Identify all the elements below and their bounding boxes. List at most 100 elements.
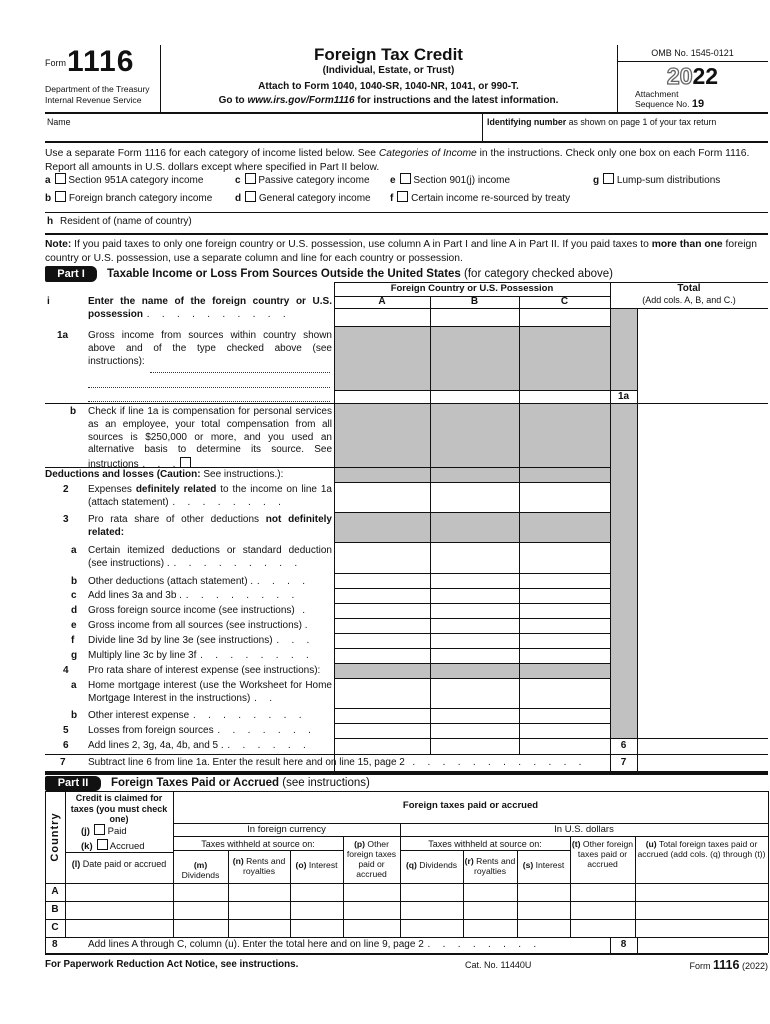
- write-in-dotted-rule[interactable]: [88, 400, 330, 402]
- p1-line-i-colC-cell[interactable]: [519, 308, 610, 326]
- p1-line-3c-colB-cell[interactable]: [430, 588, 519, 603]
- p2-row-A-col-p-cell[interactable]: [343, 883, 400, 901]
- p1-line-4b-colA-cell[interactable]: [334, 708, 430, 723]
- p2-row-B-col-p-cell[interactable]: [343, 901, 400, 919]
- p2-row-C-col-o-cell[interactable]: [290, 919, 343, 937]
- category-f-checkbox[interactable]: [397, 191, 409, 202]
- name-field[interactable]: Name: [45, 114, 480, 140]
- p2-row-B-col-m-cell[interactable]: [173, 901, 228, 919]
- category-b-checkbox[interactable]: [55, 191, 67, 202]
- p2-row-C-col-n-cell[interactable]: [228, 919, 290, 937]
- p2-row-B-col-n-cell[interactable]: [228, 901, 290, 919]
- p1-line-3g-colC-cell[interactable]: [519, 648, 610, 663]
- p1-line-4a-colB-cell[interactable]: [430, 678, 519, 708]
- p2-row-C-col-q-cell[interactable]: [400, 919, 463, 937]
- p2-row-A-col-s-cell[interactable]: [517, 883, 570, 901]
- p1-line-3f-colB-cell[interactable]: [430, 633, 519, 648]
- p2-row-B-label: B: [51, 904, 59, 915]
- p1-line-i-colA-cell[interactable]: [334, 308, 430, 326]
- p2-row-A-col-r-cell[interactable]: [463, 883, 517, 901]
- p2-row-B-col-s-cell[interactable]: [517, 901, 570, 919]
- category-e-checkbox[interactable]: [399, 173, 411, 184]
- credit-paid-checkbox[interactable]: [93, 824, 105, 835]
- p1-line-i-colB-cell[interactable]: [430, 308, 519, 326]
- col-header-t: (t) Other foreign taxes paid or accrued: [571, 839, 634, 869]
- p1-line-3e-colC-cell[interactable]: [519, 618, 610, 633]
- p2-row-A-col-u-cell[interactable]: [635, 883, 768, 901]
- p1-line-7-total-cell[interactable]: [637, 754, 768, 771]
- p1-line-3b-colC-cell[interactable]: [519, 573, 610, 588]
- p1-line-2-colC-cell[interactable]: [519, 482, 610, 512]
- col-header-u: (u) Total foreign taxes paid or accrued …: [637, 839, 766, 859]
- p2-row-C-col-l-cell[interactable]: [65, 919, 173, 937]
- part2-title-bold: Foreign Taxes Paid or Accrued: [111, 777, 280, 789]
- p2-line8-total-cell[interactable]: [637, 937, 768, 953]
- identifying-number-field[interactable]: Identifying number as shown on page 1 of…: [487, 114, 768, 140]
- credit-accrued-checkbox[interactable]: [96, 839, 108, 850]
- p1-line-1b-checkbox[interactable]: [180, 457, 192, 469]
- divider: [430, 296, 431, 754]
- p1-line-1a-total-cell[interactable]: [637, 390, 768, 403]
- p2-row-C-col-t-cell[interactable]: [570, 919, 635, 937]
- footer-form-number: 1116: [713, 958, 740, 972]
- p1-line-3e-colB-cell[interactable]: [430, 618, 519, 633]
- p2-row-A-col-o-cell[interactable]: [290, 883, 343, 901]
- p2-row-B-col-l-cell[interactable]: [65, 901, 173, 919]
- resident-row[interactable]: h Resident of (name of country): [45, 214, 768, 232]
- p1-line-3b-colA-cell[interactable]: [334, 573, 430, 588]
- p1-line-3a-colA-cell[interactable]: [334, 542, 430, 573]
- write-in-dotted-rule[interactable]: [150, 371, 330, 373]
- p1-line-2-colA-cell[interactable]: [334, 482, 430, 512]
- p2-row-A-col-l-cell[interactable]: [65, 883, 173, 901]
- p1-line-2-colB-cell[interactable]: [430, 482, 519, 512]
- p2-row-C-col-s-cell[interactable]: [517, 919, 570, 937]
- category-a-checkbox[interactable]: [54, 173, 66, 184]
- p1-line-4b-colB-cell[interactable]: [430, 708, 519, 723]
- p1-line-3g-colB-cell[interactable]: [430, 648, 519, 663]
- p1-line-3e-colA-cell[interactable]: [334, 618, 430, 633]
- p1-line-6-total-cell[interactable]: [637, 738, 768, 754]
- p2-row-B-col-o-cell[interactable]: [290, 901, 343, 919]
- p1-line-6-colA-cell[interactable]: [334, 738, 430, 754]
- p1-line-4a-colA-cell[interactable]: [334, 678, 430, 708]
- part1-title-bold: Taxable Income or Loss From Sources Outs…: [107, 268, 461, 280]
- p1-line-3a-colB-cell[interactable]: [430, 542, 519, 573]
- p1-line-3f-colC-cell[interactable]: [519, 633, 610, 648]
- p2-row-B-col-r-cell[interactable]: [463, 901, 517, 919]
- p2-row-C-col-r-cell[interactable]: [463, 919, 517, 937]
- p1-line-3d-colA-cell[interactable]: [334, 603, 430, 618]
- p1-line-5-colC-cell[interactable]: [519, 723, 610, 738]
- p1-line-4a-colC-cell[interactable]: [519, 678, 610, 708]
- p1-line-5-colA-cell[interactable]: [334, 723, 430, 738]
- p1-line-3a-colC-cell[interactable]: [519, 542, 610, 573]
- p2-row-A-col-q-cell[interactable]: [400, 883, 463, 901]
- p1-line-5-colB-cell[interactable]: [430, 723, 519, 738]
- p2-row-C-col-u-cell[interactable]: [635, 919, 768, 937]
- p1-line-1a-amount-colA-cell[interactable]: [334, 390, 430, 403]
- category-g-checkbox[interactable]: [603, 173, 615, 184]
- p1-line-3b-colB-cell[interactable]: [430, 573, 519, 588]
- p1-line-6-colC-cell[interactable]: [519, 738, 610, 754]
- p2-row-C-col-m-cell[interactable]: [173, 919, 228, 937]
- p2-row-A-col-n-cell[interactable]: [228, 883, 290, 901]
- p2-row-A-col-m-cell[interactable]: [173, 883, 228, 901]
- p1-line-3d-colB-cell[interactable]: [430, 603, 519, 618]
- p1-line-3c-colC-cell[interactable]: [519, 588, 610, 603]
- dot-leader: .: [294, 605, 307, 616]
- p2-row-B-col-u-cell[interactable]: [635, 901, 768, 919]
- p1-line-3g-colA-cell[interactable]: [334, 648, 430, 663]
- p2-row-C-col-p-cell[interactable]: [343, 919, 400, 937]
- p1-line-3f-colA-cell[interactable]: [334, 633, 430, 648]
- category-d-checkbox[interactable]: [245, 191, 257, 202]
- category-c-checkbox[interactable]: [244, 173, 256, 184]
- p2-row-B-col-q-cell[interactable]: [400, 901, 463, 919]
- p2-row-A-col-t-cell[interactable]: [570, 883, 635, 901]
- write-in-dotted-rule[interactable]: [88, 386, 330, 388]
- p1-line-6-colB-cell[interactable]: [430, 738, 519, 754]
- p1-line-1a-amount-colC-cell[interactable]: [519, 390, 610, 403]
- p1-line-4b-colC-cell[interactable]: [519, 708, 610, 723]
- p1-line-3c-colA-cell[interactable]: [334, 588, 430, 603]
- p2-row-B-col-t-cell[interactable]: [570, 901, 635, 919]
- p1-line-3d-colC-cell[interactable]: [519, 603, 610, 618]
- p1-line-1a-amount-colB-cell[interactable]: [430, 390, 519, 403]
